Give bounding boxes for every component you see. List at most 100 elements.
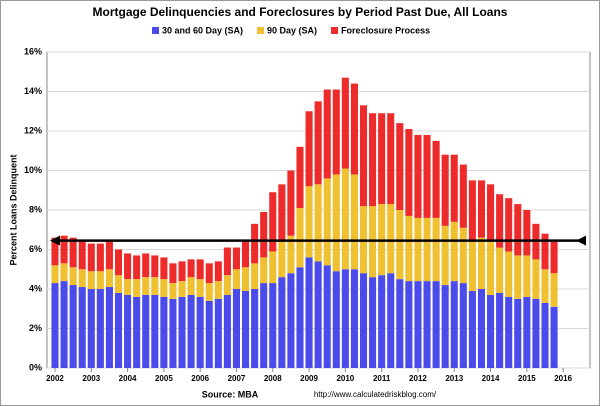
y-tick-label: 0% <box>29 362 42 372</box>
bar <box>550 273 558 307</box>
bar <box>242 239 250 268</box>
bar <box>505 251 513 297</box>
bar <box>432 140 440 218</box>
legend-swatch <box>331 27 339 34</box>
bar <box>532 298 540 368</box>
bar <box>124 294 132 368</box>
bar <box>196 296 204 368</box>
bar <box>396 279 404 368</box>
bar <box>114 275 123 293</box>
bar <box>332 271 340 368</box>
bar <box>323 89 331 179</box>
bar <box>505 296 513 368</box>
bar <box>260 257 268 284</box>
bar <box>332 89 340 175</box>
x-tick-label: 2007 <box>228 374 246 383</box>
bar <box>114 249 123 276</box>
bar <box>87 243 95 272</box>
bar <box>532 259 540 299</box>
bar <box>214 281 222 299</box>
bar <box>514 204 522 256</box>
bar <box>450 281 458 368</box>
bar <box>105 241 113 270</box>
bar <box>133 296 141 368</box>
bar <box>459 164 467 228</box>
bar <box>160 257 168 280</box>
bar <box>69 237 77 268</box>
bar <box>60 281 68 368</box>
bar <box>51 283 59 368</box>
bar <box>468 180 476 240</box>
bar <box>124 253 132 280</box>
bar <box>96 289 104 368</box>
bar <box>305 257 313 368</box>
bar <box>514 298 522 368</box>
bar <box>205 283 213 301</box>
x-tick-label: 2009 <box>300 374 318 383</box>
bar <box>396 210 404 280</box>
bar <box>260 211 268 258</box>
bar <box>350 174 358 270</box>
y-tick-label: 6% <box>29 244 42 254</box>
bar <box>169 283 177 299</box>
bar <box>487 241 495 295</box>
bar <box>87 271 95 289</box>
bar <box>378 113 386 205</box>
x-tick-label: 2011 <box>373 374 391 383</box>
bar <box>541 269 549 303</box>
x-tick-label: 2002 <box>46 374 64 383</box>
bar <box>242 267 250 291</box>
bar <box>196 279 204 297</box>
bar <box>450 154 458 222</box>
bar <box>269 251 277 284</box>
y-tick-label: 16% <box>24 46 42 56</box>
bar <box>459 283 467 368</box>
bar <box>278 277 286 368</box>
bar <box>305 111 313 187</box>
bar <box>505 198 513 252</box>
legend-swatch <box>152 27 159 34</box>
bar <box>359 105 368 207</box>
x-tick-label: 2010 <box>336 374 354 383</box>
bar <box>523 210 531 256</box>
bar <box>496 292 504 368</box>
reference-arrow <box>576 235 586 246</box>
bar <box>441 154 449 226</box>
bar <box>432 281 440 368</box>
y-tick-label: 10% <box>24 165 42 175</box>
x-tick-label: 2003 <box>82 374 100 383</box>
bar <box>51 265 59 284</box>
bar <box>178 261 186 282</box>
bar <box>205 300 213 368</box>
bar <box>178 296 186 368</box>
bar <box>269 192 277 252</box>
bar <box>78 269 86 288</box>
x-tick-label: 2006 <box>191 374 209 383</box>
bar <box>205 263 213 284</box>
bar <box>314 184 322 262</box>
bar <box>214 261 222 282</box>
bar <box>214 298 222 368</box>
bar <box>51 237 59 266</box>
bar <box>369 113 377 207</box>
bar <box>151 294 159 368</box>
bar <box>550 306 558 368</box>
bar <box>550 241 558 274</box>
bar <box>514 255 522 299</box>
bar <box>160 296 168 368</box>
bar <box>414 134 422 218</box>
bar <box>187 277 195 295</box>
bar <box>133 279 141 297</box>
x-tick-label: 2013 <box>445 374 463 383</box>
bar <box>341 77 349 169</box>
bar <box>323 265 331 368</box>
bar <box>169 263 177 284</box>
bar <box>105 269 113 288</box>
reference-arrow <box>50 235 60 246</box>
bar <box>387 204 395 274</box>
bar <box>305 186 313 258</box>
bar <box>378 275 386 368</box>
bar <box>441 225 449 286</box>
bar <box>441 285 449 368</box>
